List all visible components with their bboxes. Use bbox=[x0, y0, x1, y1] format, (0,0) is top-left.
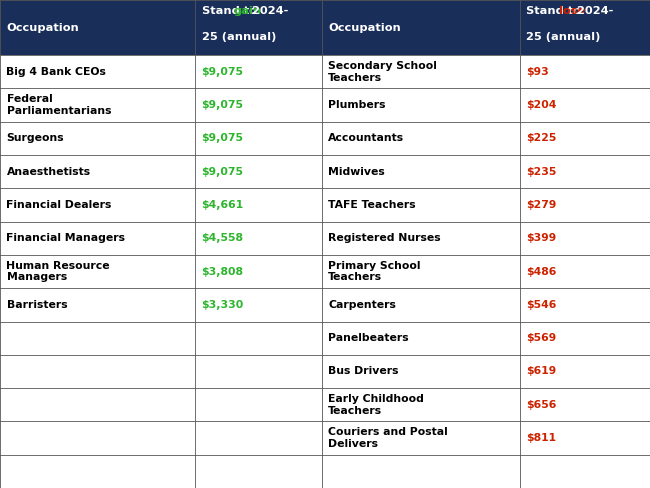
Text: $4,661: $4,661 bbox=[202, 200, 244, 210]
Text: Panelbeaters: Panelbeaters bbox=[328, 333, 409, 343]
Bar bbox=[0, 88, 650, 122]
Text: $9,075: $9,075 bbox=[202, 67, 244, 77]
Text: $811: $811 bbox=[526, 433, 556, 443]
Text: Stand to: Stand to bbox=[526, 6, 586, 16]
Text: 25 (annual): 25 (annual) bbox=[526, 32, 601, 42]
Bar bbox=[0, 422, 650, 455]
Text: $9,075: $9,075 bbox=[202, 167, 244, 177]
Bar bbox=[0, 188, 650, 222]
Bar bbox=[0, 322, 650, 355]
Text: $486: $486 bbox=[526, 266, 557, 277]
Text: Anaesthetists: Anaesthetists bbox=[6, 167, 90, 177]
Text: $279: $279 bbox=[526, 200, 557, 210]
Text: Primary School
Teachers: Primary School Teachers bbox=[328, 261, 421, 283]
Text: $619: $619 bbox=[526, 366, 557, 376]
Text: $656: $656 bbox=[526, 400, 557, 410]
Bar bbox=[0, 222, 650, 255]
Text: $9,075: $9,075 bbox=[202, 100, 244, 110]
Text: Plumbers: Plumbers bbox=[328, 100, 385, 110]
Text: $569: $569 bbox=[526, 333, 557, 343]
Text: lose: lose bbox=[559, 6, 585, 16]
Text: Early Childhood
Teachers: Early Childhood Teachers bbox=[328, 394, 424, 416]
Text: 2024-: 2024- bbox=[248, 6, 289, 16]
Bar bbox=[0, 0, 650, 55]
Text: Couriers and Postal
Delivers: Couriers and Postal Delivers bbox=[328, 427, 448, 449]
Text: $4,558: $4,558 bbox=[202, 233, 244, 244]
Bar bbox=[0, 55, 650, 88]
Text: Registered Nurses: Registered Nurses bbox=[328, 233, 441, 244]
Text: Human Resource
Managers: Human Resource Managers bbox=[6, 261, 110, 283]
Text: Bus Drivers: Bus Drivers bbox=[328, 366, 398, 376]
Text: $225: $225 bbox=[526, 133, 557, 143]
Text: Accountants: Accountants bbox=[328, 133, 404, 143]
Bar bbox=[0, 388, 650, 422]
Text: Carpenters: Carpenters bbox=[328, 300, 396, 310]
Text: $3,330: $3,330 bbox=[202, 300, 244, 310]
Text: $9,075: $9,075 bbox=[202, 133, 244, 143]
Bar bbox=[0, 355, 650, 388]
Text: 25 (annual): 25 (annual) bbox=[202, 32, 276, 42]
Text: gain: gain bbox=[234, 6, 262, 16]
Text: Financial Managers: Financial Managers bbox=[6, 233, 125, 244]
Text: Barristers: Barristers bbox=[6, 300, 67, 310]
Text: Occupation: Occupation bbox=[328, 22, 401, 33]
Text: 2024-: 2024- bbox=[573, 6, 614, 16]
Bar bbox=[0, 255, 650, 288]
Text: $546: $546 bbox=[526, 300, 557, 310]
Text: $235: $235 bbox=[526, 167, 557, 177]
Bar bbox=[0, 455, 650, 488]
Text: $93: $93 bbox=[526, 67, 549, 77]
Text: $3,808: $3,808 bbox=[202, 266, 244, 277]
Text: Occupation: Occupation bbox=[6, 22, 79, 33]
Bar bbox=[0, 288, 650, 322]
Text: Financial Dealers: Financial Dealers bbox=[6, 200, 112, 210]
Text: Midwives: Midwives bbox=[328, 167, 385, 177]
Text: Big 4 Bank CEOs: Big 4 Bank CEOs bbox=[6, 67, 107, 77]
Text: $399: $399 bbox=[526, 233, 557, 244]
Text: TAFE Teachers: TAFE Teachers bbox=[328, 200, 416, 210]
Text: Surgeons: Surgeons bbox=[6, 133, 64, 143]
Bar bbox=[0, 122, 650, 155]
Text: $204: $204 bbox=[526, 100, 557, 110]
Text: Federal
Parliamentarians: Federal Parliamentarians bbox=[6, 94, 111, 116]
Text: Secondary School
Teachers: Secondary School Teachers bbox=[328, 61, 437, 82]
Bar bbox=[0, 155, 650, 188]
Text: Stand to: Stand to bbox=[202, 6, 261, 16]
